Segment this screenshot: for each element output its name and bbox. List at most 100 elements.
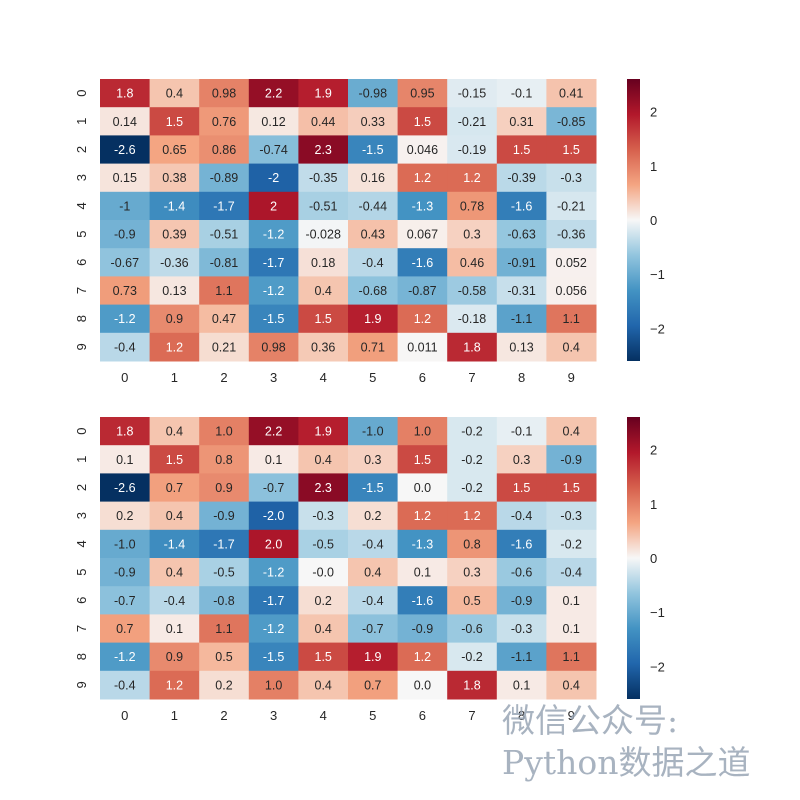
- cell-annotation-r6-c1: -0.36: [160, 256, 189, 270]
- heatmap-cell-r9-c0: [100, 332, 151, 362]
- heatmap-cell-r2-c9: [546, 473, 597, 503]
- heatmap-cell-r4-c8: [496, 529, 547, 559]
- cell-annotation-r0-c3: 2.2: [265, 425, 282, 439]
- heatmap-cell-r8-c6: [397, 642, 448, 672]
- heatmap-cell-r0-c0: [100, 417, 151, 446]
- cell-annotation-r6-c8: -0.9: [511, 594, 533, 608]
- heatmap-cell-r9-c6: [397, 332, 448, 362]
- cell-annotation-r7-c9: 0.056: [556, 284, 587, 298]
- cell-annotation-r6-c0: -0.7: [114, 594, 136, 608]
- heatmap-cell-r4-c5: [348, 191, 399, 221]
- cell-annotation-r5-c0: -0.9: [114, 228, 136, 242]
- cell-annotation-r1-c5: 0.3: [364, 453, 381, 467]
- colorbar-tick-label: 1: [650, 497, 657, 512]
- cell-annotation-r0-c2: 1.0: [215, 425, 232, 439]
- heatmap-cell-r1-c8: [496, 445, 547, 474]
- heatmap-cell-r1-c5: [348, 107, 399, 136]
- heatmap-cell-r5-c5: [348, 220, 399, 249]
- heatmap-cell-r7-c3: [248, 614, 299, 644]
- y-tick-label-3: 3: [74, 512, 89, 519]
- cell-annotation-r6-c6: -1.6: [412, 594, 434, 608]
- cell-annotation-r0-c1: 0.4: [166, 87, 183, 101]
- cell-annotation-r1-c4: 0.4: [315, 453, 332, 467]
- heatmap-cell-r8-c6: [397, 304, 448, 334]
- colorbar-tick-label: −1: [650, 267, 665, 282]
- cell-annotation-r9-c7: 1.8: [463, 678, 480, 692]
- heatmap-cell-r6-c6: [397, 586, 448, 615]
- heatmap-cell-r4-c0: [100, 191, 151, 221]
- cell-annotation-r5-c4: -0.028: [305, 228, 340, 242]
- cell-annotation-r9-c2: 0.21: [212, 340, 236, 354]
- cell-annotation-r5-c3: -1.2: [263, 566, 285, 580]
- cell-annotation-r1-c8: 0.3: [513, 453, 530, 467]
- heatmap-cell-r2-c2: [199, 473, 250, 503]
- cell-annotation-r5-c2: -0.51: [210, 228, 239, 242]
- colorbar-tick-label: 0: [650, 213, 657, 228]
- heatmap-cell-r8-c3: [248, 642, 299, 672]
- cell-annotation-r8-c3: -1.5: [263, 312, 285, 326]
- y-tick-label-6: 6: [74, 597, 89, 604]
- cell-annotation-r2-c0: -2.6: [114, 143, 136, 157]
- colorbar-tick-label: −1: [650, 605, 665, 620]
- cell-annotation-r2-c2: 0.9: [215, 481, 232, 495]
- cell-annotation-r3-c7: 1.2: [463, 509, 480, 523]
- heatmap-cell-r4-c9: [546, 529, 597, 559]
- cell-annotation-r8-c0: -1.2: [114, 312, 136, 326]
- heatmap-cell-r0-c8: [496, 79, 547, 108]
- cell-annotation-r6-c3: -1.7: [263, 256, 285, 270]
- cell-annotation-r2-c9: 1.5: [563, 481, 580, 495]
- heatmap-cell-r9-c1: [149, 670, 200, 700]
- heatmap-cell-r2-c9: [546, 135, 597, 165]
- cell-annotation-r4-c5: -0.4: [362, 537, 384, 551]
- heatmap-cell-r9-c1: [149, 332, 200, 362]
- heatmap-cell-r4-c9: [546, 191, 597, 221]
- heatmap-cell-r2-c8: [496, 135, 547, 165]
- y-tick-label-7: 7: [74, 287, 89, 294]
- heatmap-cell-r2-c5: [348, 135, 399, 165]
- y-tick-label-5: 5: [74, 230, 89, 237]
- y-tick-label-8: 8: [74, 653, 89, 660]
- cell-annotation-r2-c3: -0.74: [259, 143, 288, 157]
- heatmap-cell-r1-c0: [100, 445, 151, 474]
- cell-annotation-r1-c5: 0.33: [361, 115, 385, 129]
- heatmap-cell-r4-c7: [447, 529, 498, 559]
- cell-annotation-r3-c8: -0.4: [511, 509, 533, 523]
- cell-annotation-r0-c6: 0.95: [410, 87, 434, 101]
- cell-annotation-r4-c8: -1.6: [511, 537, 533, 551]
- cell-annotation-r7-c1: 0.1: [166, 622, 183, 636]
- cell-annotation-r8-c6: 1.2: [414, 650, 431, 664]
- heatmap-cell-r5-c9: [546, 220, 597, 249]
- cell-annotation-r0-c5: -0.98: [359, 87, 388, 101]
- cell-annotation-r4-c1: -1.4: [164, 199, 186, 213]
- cell-annotation-r1-c1: 1.5: [166, 115, 183, 129]
- cell-annotation-r7-c6: -0.87: [408, 284, 437, 298]
- cell-annotation-r4-c8: -1.6: [511, 199, 533, 213]
- cell-annotation-r7-c7: -0.6: [461, 622, 483, 636]
- heatmap-cell-r2-c0: [100, 473, 151, 503]
- cell-annotation-r1-c2: 0.8: [215, 453, 232, 467]
- heatmap-cell-r6-c1: [149, 248, 200, 277]
- cell-annotation-r7-c4: 0.4: [315, 622, 332, 636]
- cell-annotation-r1-c8: 0.31: [509, 115, 533, 129]
- cell-annotation-r3-c4: -0.35: [309, 171, 338, 185]
- cell-annotation-r0-c1: 0.4: [166, 425, 183, 439]
- cell-annotation-r3-c2: -0.89: [210, 171, 239, 185]
- heatmap-cell-r7-c1: [149, 276, 200, 306]
- cell-annotation-r5-c5: 0.43: [361, 228, 385, 242]
- y-tick-label-5: 5: [74, 568, 89, 575]
- cell-annotation-r3-c4: -0.3: [312, 509, 334, 523]
- heatmap-cell-r6-c5: [348, 248, 399, 277]
- heatmap-cell-r4-c3: [248, 191, 299, 221]
- cell-annotation-r6-c9: 0.1: [563, 594, 580, 608]
- cell-annotation-r8-c4: 1.5: [315, 650, 332, 664]
- heatmap-cell-r7-c9: [546, 614, 597, 644]
- cell-annotation-r9-c5: 0.7: [364, 678, 381, 692]
- cell-annotation-r2-c0: -2.6: [114, 481, 136, 495]
- heatmap-cell-r2-c3: [248, 135, 299, 165]
- cell-annotation-r4-c7: 0.8: [463, 537, 480, 551]
- heatmap-cell-r6-c0: [100, 248, 151, 277]
- cell-annotation-r5-c6: 0.1: [414, 566, 431, 580]
- cell-annotation-r1-c2: 0.76: [212, 115, 236, 129]
- cell-annotation-r0-c9: 0.41: [559, 87, 583, 101]
- heatmap-cell-r4-c1: [149, 529, 200, 559]
